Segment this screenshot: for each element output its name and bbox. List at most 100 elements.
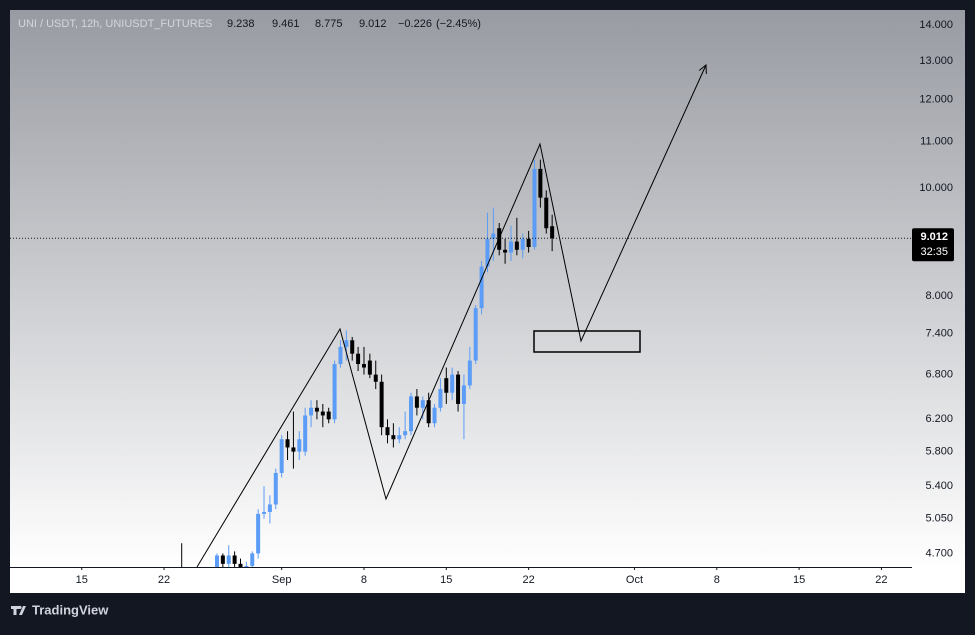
candle-body: [385, 427, 390, 436]
x-tick-label: 15: [440, 574, 452, 586]
candle-body: [450, 374, 455, 393]
candle-body: [238, 563, 243, 567]
candle-body: [361, 364, 366, 368]
candle-body: [544, 197, 549, 229]
candle-body: [356, 353, 361, 365]
brand-logo: [11, 605, 26, 615]
candle-body: [461, 385, 466, 404]
ohlc-low: 8.775: [315, 18, 343, 30]
candle-body: [279, 439, 284, 473]
change: −0.226: [398, 18, 432, 30]
y-tick-label: 8.000: [925, 290, 953, 302]
ohlc-open: 9.238: [227, 18, 255, 30]
candle-body: [285, 439, 290, 448]
candle-body: [379, 381, 384, 428]
candle-body: [491, 233, 496, 239]
y-tick-label: 13.000: [919, 55, 953, 67]
x-tick-label: 8: [361, 574, 367, 586]
y-tick-label: 7.400: [925, 328, 953, 340]
y-tick-label: 5.800: [925, 446, 953, 458]
candle-body: [456, 374, 461, 404]
candle-body: [367, 360, 372, 375]
trend-drawing: [196, 65, 706, 567]
candle-body: [414, 396, 419, 408]
y-tick-label: 5.050: [925, 513, 953, 525]
candle-body: [338, 346, 343, 365]
drawings: [196, 65, 706, 567]
candle-body: [503, 249, 508, 253]
change-percent: (−2.45%): [436, 18, 481, 30]
candle-body: [214, 555, 219, 567]
candle-body: [520, 238, 525, 250]
ohlc-close: 9.012: [359, 18, 387, 30]
candle-body: [432, 407, 437, 424]
candle-body: [344, 340, 349, 347]
x-tick-label: 15: [793, 574, 805, 586]
x-tick-label: 22: [875, 574, 887, 586]
candle-body: [244, 565, 249, 567]
x-tick-label: 15: [76, 574, 88, 586]
ohlc-high: 9.461: [272, 18, 300, 30]
brand-name: TradingView: [32, 602, 109, 617]
candle-body: [309, 407, 314, 416]
x-tick-label: 8: [714, 574, 720, 586]
candle-body: [373, 374, 378, 382]
y-tick-label: 6.800: [925, 369, 953, 381]
candle-body: [526, 238, 531, 248]
candle-body: [444, 378, 449, 393]
time-axis-background: [10, 567, 965, 593]
x-tick-label: Oct: [626, 574, 643, 586]
candle-body: [267, 504, 272, 512]
candle-body: [426, 400, 431, 424]
candle-body: [320, 411, 325, 416]
candle-body: [514, 241, 519, 250]
candle-body: [297, 439, 302, 452]
candle-body: [467, 360, 472, 386]
x-tick-label: 22: [158, 574, 170, 586]
candle-body: [479, 266, 484, 309]
y-tick-label: 4.700: [925, 547, 953, 559]
candle-body: [397, 435, 402, 440]
candle-body: [273, 472, 278, 505]
target-box: [533, 330, 641, 353]
last-price-box: [912, 228, 954, 262]
candle-body: [391, 435, 396, 440]
candle-body: [473, 308, 478, 361]
candle-body: [438, 389, 443, 408]
y-tick-label: 6.200: [925, 413, 953, 425]
countdown-label: 32:35: [920, 246, 948, 258]
candle-body: [420, 400, 425, 408]
candle-body: [403, 431, 408, 436]
candle-body: [256, 513, 261, 554]
brand[interactable]: TradingView: [11, 602, 109, 617]
candle-body: [326, 411, 331, 420]
x-tick-label: 22: [522, 574, 534, 586]
candle-body: [550, 226, 555, 239]
candle-body: [508, 241, 513, 253]
candle-body: [350, 340, 355, 354]
legend: UNI / USDT, 12h, UNIUSDT_FUTURES 9.238 9…: [18, 18, 481, 30]
plot-background: [10, 10, 965, 567]
candle-body: [532, 168, 537, 248]
candle-body: [409, 396, 414, 432]
x-tick-label: Sep: [272, 574, 292, 586]
y-tick-label: 14.000: [919, 19, 953, 31]
candle-body: [262, 511, 267, 514]
candle-body: [332, 364, 337, 420]
y-tick-label: 12.000: [919, 94, 953, 106]
candle-body: [314, 407, 319, 412]
last-price-label: 9.012: [920, 231, 948, 243]
candle-body: [232, 555, 237, 564]
candle-body: [303, 415, 308, 452]
y-tick-label: 11.000: [920, 136, 953, 148]
candle-body: [291, 447, 296, 452]
candles: [181, 159, 555, 567]
candle-body: [220, 555, 225, 564]
y-tick-label: 5.400: [925, 480, 953, 492]
candle-body: [485, 238, 490, 267]
candle-body: [226, 555, 231, 564]
candle-body: [538, 168, 543, 198]
candle-body: [250, 553, 255, 566]
symbol: UNI / USDT, 12h, UNIUSDT_FUTURES: [18, 18, 212, 30]
